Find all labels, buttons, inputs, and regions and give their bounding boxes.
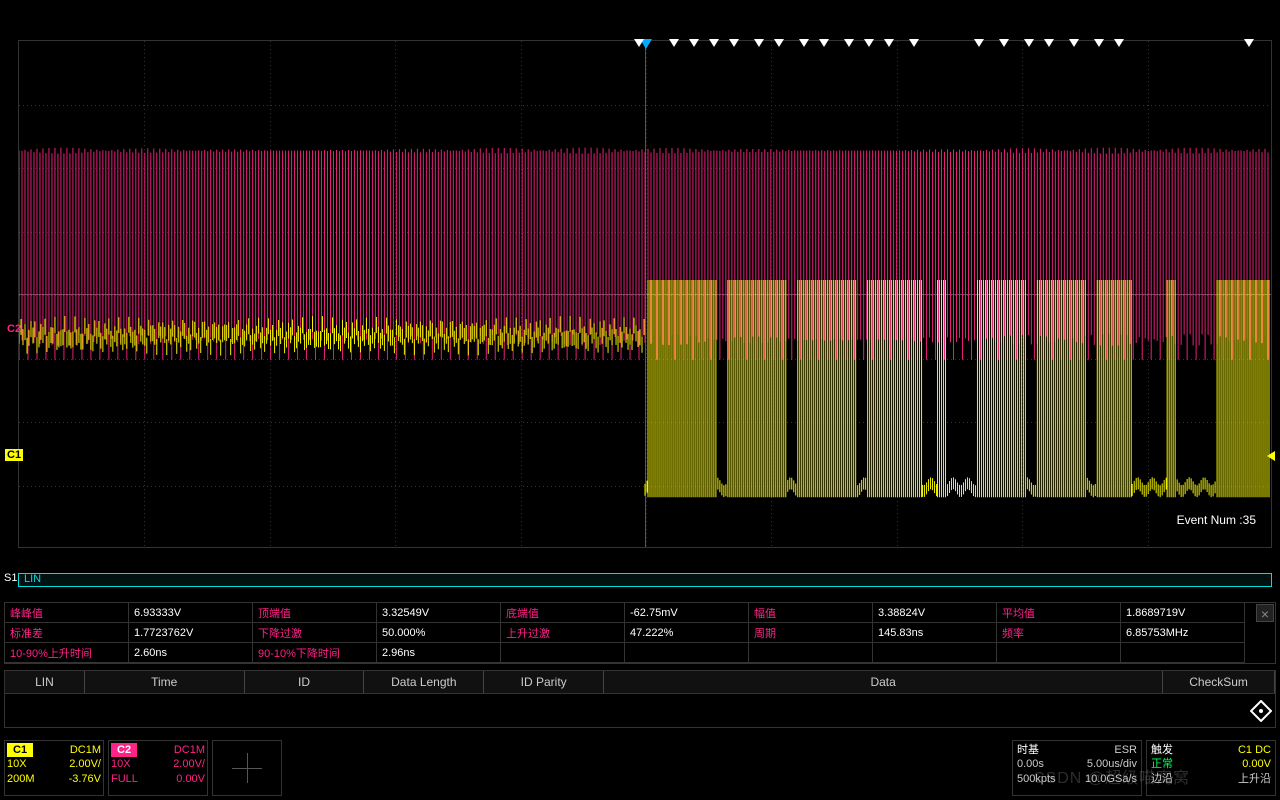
nav-diamond-icon[interactable] <box>1250 700 1272 722</box>
meas-pkpk-value: 6.93333V <box>129 603 253 623</box>
c1-badge: C1 <box>7 743 33 757</box>
serial-bus-lane[interactable] <box>18 573 1272 587</box>
event-marker <box>754 39 764 47</box>
meas-freq-label: 频率 <box>997 623 1121 643</box>
c2-badge: C2 <box>111 743 137 757</box>
decode-table-header: LINTimeIDData LengthID ParityDataCheckSu… <box>4 670 1276 694</box>
decode-column-header[interactable]: Data Length <box>364 671 484 693</box>
meas-mean-value: 1.8689719V <box>1121 603 1245 623</box>
waveform-canvas <box>19 41 1271 547</box>
serial-bus-label: S1 <box>4 572 18 584</box>
c1-channel-box[interactable]: C1DC1M 10X2.00V/ 200M-3.76V <box>4 740 104 796</box>
meas-base-label: 底端值 <box>501 603 625 623</box>
event-marker <box>974 39 984 47</box>
meas-rise-label: 10-90%上升时间 <box>5 643 129 663</box>
event-marker <box>774 39 784 47</box>
event-marker <box>999 39 1009 47</box>
event-marker <box>1044 39 1054 47</box>
meas-period-label: 周期 <box>749 623 873 643</box>
meas-riseov-value: 47.222% <box>625 623 749 643</box>
event-marker <box>1094 39 1104 47</box>
close-measurements-button[interactable]: × <box>1256 604 1274 622</box>
meas-riseov-label: 上升过激 <box>501 623 625 643</box>
event-marker <box>1244 39 1254 47</box>
waveform-display[interactable]: C1 C2 Event Num :35 <box>18 40 1272 548</box>
cursor-box[interactable] <box>212 740 282 796</box>
decode-column-header[interactable]: Data <box>604 671 1163 693</box>
c2-channel-box[interactable]: C2DC1M 10X2.00V/ FULL0.00V <box>108 740 208 796</box>
crosshair-icon <box>232 753 262 783</box>
event-marker <box>819 39 829 47</box>
meas-stddev-value: 1.7723762V <box>129 623 253 643</box>
event-marker <box>909 39 919 47</box>
meas-rise-value: 2.60ns <box>129 643 253 663</box>
event-marker <box>669 39 679 47</box>
meas-base-value: -62.75mV <box>625 603 749 623</box>
decode-table-body[interactable] <box>4 694 1276 728</box>
c1-zero-marker: C1 <box>5 449 23 461</box>
meas-amp-label: 幅值 <box>749 603 873 623</box>
serial-protocol-label: LIN <box>22 573 41 585</box>
decode-column-header[interactable]: LIN <box>5 671 85 693</box>
trigger-level-arrow[interactable] <box>1267 451 1275 461</box>
event-marker <box>729 39 739 47</box>
event-counter: Event Num :35 <box>1177 513 1256 527</box>
meas-amp-value: 3.38824V <box>873 603 997 623</box>
c2-zero-marker: C2 <box>5 323 23 335</box>
watermark: CSDN @超级喵窝窝 <box>1033 764 1190 788</box>
decode-column-header[interactable]: ID Parity <box>484 671 604 693</box>
event-marker <box>844 39 854 47</box>
event-marker <box>709 39 719 47</box>
event-marker <box>799 39 809 47</box>
meas-period-value: 145.83ns <box>873 623 997 643</box>
decode-column-header[interactable]: CheckSum <box>1163 671 1275 693</box>
event-marker <box>884 39 894 47</box>
meas-pkpk-label: 峰峰值 <box>5 603 129 623</box>
meas-fallov-value: 50.000% <box>377 623 501 643</box>
meas-fall-label: 90-10%下降时间 <box>253 643 377 663</box>
meas-freq-value: 6.85753MHz <box>1121 623 1245 643</box>
measurements-panel: 峰峰值 6.93333V 顶端值 3.32549V 底端值 -62.75mV 幅… <box>4 602 1276 664</box>
meas-stddev-label: 标准差 <box>5 623 129 643</box>
decode-column-header[interactable]: Time <box>85 671 245 693</box>
event-marker <box>1024 39 1034 47</box>
decode-column-header[interactable]: ID <box>245 671 365 693</box>
meas-fall-value: 2.96ns <box>377 643 501 663</box>
meas-top-value: 3.32549V <box>377 603 501 623</box>
event-marker <box>864 39 874 47</box>
event-marker <box>634 39 644 47</box>
event-marker <box>689 39 699 47</box>
meas-mean-label: 平均值 <box>997 603 1121 623</box>
meas-top-label: 顶端值 <box>253 603 377 623</box>
event-marker <box>1069 39 1079 47</box>
event-marker <box>1114 39 1124 47</box>
meas-fallov-label: 下降过激 <box>253 623 377 643</box>
